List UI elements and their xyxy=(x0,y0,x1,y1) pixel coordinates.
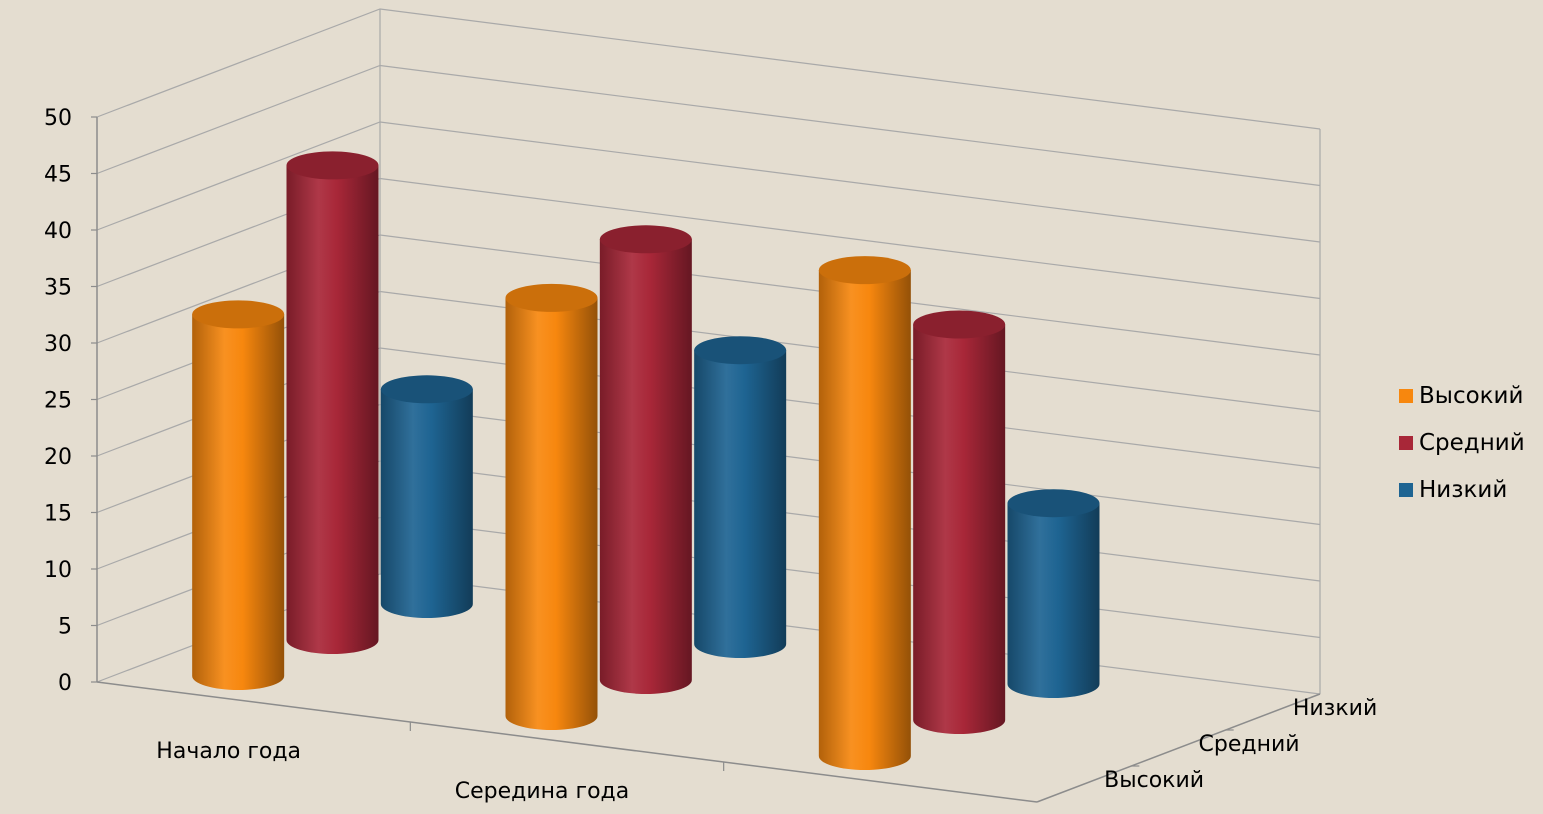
bar xyxy=(505,283,598,731)
y-tick-label: 45 xyxy=(44,163,72,188)
bar-body xyxy=(913,324,1006,734)
gridline xyxy=(96,8,1321,130)
legend-swatch xyxy=(1399,388,1413,403)
bar-top xyxy=(380,375,473,404)
y-tick-label: 5 xyxy=(58,615,72,640)
y-tick-label: 50 xyxy=(44,106,72,131)
bar-top xyxy=(694,336,787,365)
legend-item: Низкий xyxy=(1399,466,1525,513)
bar-body xyxy=(380,389,473,619)
y-tick-label: 40 xyxy=(44,219,72,244)
x-axis xyxy=(96,681,1038,803)
x-tick-label: Середина года xyxy=(455,779,629,804)
bar-top xyxy=(286,151,379,180)
gridline xyxy=(96,177,1321,300)
depth-tick-labels: Высокий Средний Низкий xyxy=(1104,696,1377,793)
legend-item: Высокий xyxy=(1399,372,1525,419)
bar-top xyxy=(505,283,598,312)
grid-layer xyxy=(96,8,1321,695)
legend-label: Средний xyxy=(1419,429,1525,456)
bar xyxy=(286,151,379,654)
bar-top xyxy=(913,310,1006,339)
y-tick-label: 20 xyxy=(44,445,72,470)
bar xyxy=(818,256,911,771)
gridline xyxy=(96,64,1321,187)
y-tick-label: 10 xyxy=(44,558,72,583)
bar-body xyxy=(286,165,379,654)
legend: Высокий Средний Низкий xyxy=(1399,372,1525,513)
bar xyxy=(192,300,285,690)
legend-swatch xyxy=(1399,482,1413,497)
depth-tick-label: Высокий xyxy=(1104,768,1204,793)
y-tick-label: 25 xyxy=(44,389,72,414)
bar xyxy=(599,225,692,695)
legend-swatch xyxy=(1399,435,1413,450)
legend-label: Низкий xyxy=(1419,476,1508,503)
y-tick-label: 15 xyxy=(44,502,72,527)
bar-body xyxy=(694,350,787,659)
bar-top xyxy=(818,256,911,285)
legend-label: Высокий xyxy=(1419,382,1524,409)
bar-body xyxy=(1007,503,1100,698)
bar-body xyxy=(192,314,285,690)
depth-tick-label: Низкий xyxy=(1293,696,1377,721)
y-tick-label: 35 xyxy=(44,276,72,301)
axis-layer xyxy=(91,116,1321,803)
bar-body xyxy=(599,239,692,695)
bar-body xyxy=(505,297,598,731)
y-tick-label: 30 xyxy=(44,332,72,357)
y-tick-labels: 0 5 10 15 20 25 30 35 40 45 50 xyxy=(44,106,72,696)
bar xyxy=(380,375,473,619)
depth-tick-label: Средний xyxy=(1199,732,1300,757)
bar-top xyxy=(192,300,285,329)
x-tick-label: Начало года xyxy=(156,739,301,764)
depth-axis xyxy=(1036,693,1321,803)
bar xyxy=(694,336,787,659)
bar-top xyxy=(599,225,692,254)
bar-body xyxy=(818,270,911,771)
bar-top xyxy=(1007,489,1100,518)
bar xyxy=(913,310,1006,734)
bar xyxy=(1007,489,1100,698)
y-tick-label: 0 xyxy=(58,671,72,696)
legend-item: Средний xyxy=(1399,419,1525,466)
gridline xyxy=(96,121,1321,243)
bars-layer xyxy=(192,151,1100,771)
